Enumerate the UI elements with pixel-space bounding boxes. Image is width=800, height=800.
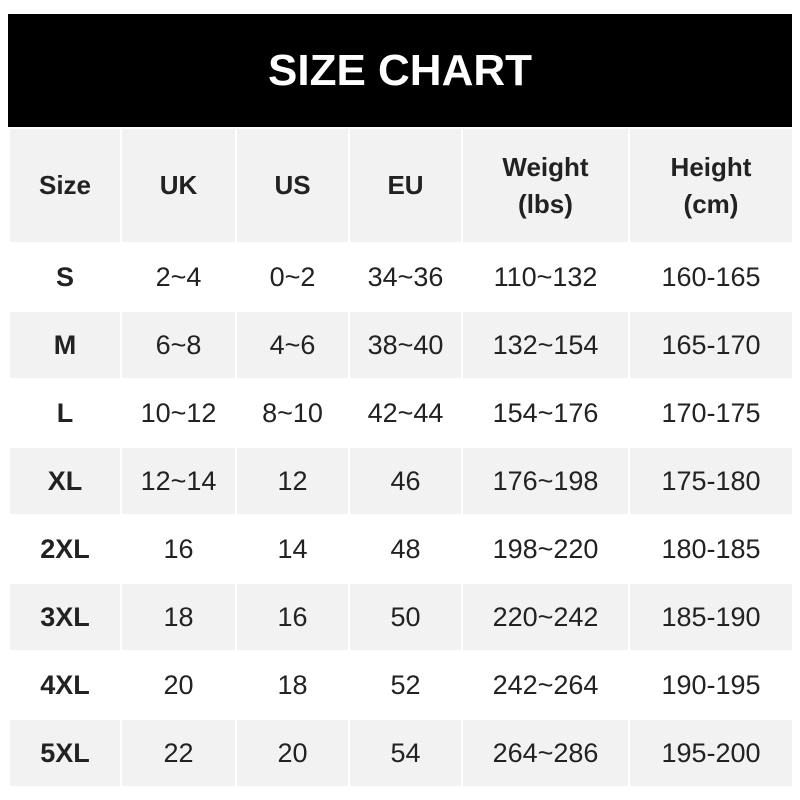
- table-cell: 8~10: [235, 378, 350, 448]
- table-row: M 6~8 4~6 38~40 132~154 165-170: [8, 310, 794, 380]
- table-cell: 160-165: [628, 242, 794, 312]
- chart-title: SIZE CHART: [8, 14, 792, 127]
- size-cell: M: [8, 310, 122, 380]
- table-cell: 10~12: [120, 378, 237, 448]
- size-cell: XL: [8, 446, 122, 516]
- table-cell: 185-190: [628, 582, 794, 652]
- column-header-line: Size: [38, 170, 92, 201]
- column-header: US: [235, 127, 350, 244]
- table-row: 4XL 20 18 52 242~264 190-195: [8, 650, 794, 720]
- column-header-line: Height: [670, 152, 752, 183]
- table-cell: 264~286: [461, 718, 630, 788]
- table-cell: 14: [235, 514, 350, 584]
- table-cell: 195-200: [628, 718, 794, 788]
- column-header-line: UK: [159, 170, 198, 201]
- table-cell: 22: [120, 718, 237, 788]
- table-row: 3XL 18 16 50 220~242 185-190: [8, 582, 794, 652]
- table-row: 2XL 16 14 48 198~220 180-185: [8, 514, 794, 584]
- column-header-line: (cm): [683, 188, 739, 219]
- table-cell: 12~14: [120, 446, 237, 516]
- table-cell: 165-170: [628, 310, 794, 380]
- size-cell: 4XL: [8, 650, 122, 720]
- table-cell: 34~36: [348, 242, 463, 312]
- table-cell: 132~154: [461, 310, 630, 380]
- column-header-line: EU: [387, 170, 424, 201]
- table-cell: 190-195: [628, 650, 794, 720]
- table-cell: 154~176: [461, 378, 630, 448]
- table-row: S 2~4 0~2 34~36 110~132 160-165: [8, 242, 794, 312]
- table-cell: 170-175: [628, 378, 794, 448]
- column-header: Height (cm): [628, 127, 794, 244]
- table-cell: 52: [348, 650, 463, 720]
- table-cell: 6~8: [120, 310, 237, 380]
- table-cell: 42~44: [348, 378, 463, 448]
- table-cell: 175-180: [628, 446, 794, 516]
- table-cell: 18: [120, 582, 237, 652]
- table-cell: 46: [348, 446, 463, 516]
- table-cell: 20: [120, 650, 237, 720]
- size-chart: SIZE CHART Size UK US EU Weight (lbs) Height (c…: [8, 14, 794, 788]
- table-cell: 110~132: [461, 242, 630, 312]
- table-cell: 50: [348, 582, 463, 652]
- table-cell: 180-185: [628, 514, 794, 584]
- size-cell: 3XL: [8, 582, 122, 652]
- table-row: XL 12~14 12 46 176~198 175-180: [8, 446, 794, 516]
- table-cell: 48: [348, 514, 463, 584]
- column-header: UK: [120, 127, 237, 244]
- table-cell: 12: [235, 446, 350, 516]
- table-row: 5XL 22 20 54 264~286 195-200: [8, 718, 794, 788]
- header-row: Size UK US EU Weight (lbs) Height (cm): [8, 127, 794, 244]
- table-cell: 0~2: [235, 242, 350, 312]
- column-header-line: Weight: [502, 152, 589, 183]
- size-cell: 5XL: [8, 718, 122, 788]
- table-cell: 198~220: [461, 514, 630, 584]
- size-cell: L: [8, 378, 122, 448]
- table-cell: 2~4: [120, 242, 237, 312]
- table-cell: 16: [235, 582, 350, 652]
- size-cell: 2XL: [8, 514, 122, 584]
- table-cell: 16: [120, 514, 237, 584]
- column-header: EU: [348, 127, 463, 244]
- column-header-line: US: [274, 170, 311, 201]
- column-header: Size: [8, 127, 122, 244]
- table-cell: 54: [348, 718, 463, 788]
- table-cell: 38~40: [348, 310, 463, 380]
- column-header-line: (lbs): [518, 188, 573, 219]
- table-cell: 220~242: [461, 582, 630, 652]
- size-cell: S: [8, 242, 122, 312]
- size-table: Size UK US EU Weight (lbs) Height (cm) S 2~4 0~2 3…: [8, 127, 794, 788]
- table-cell: 176~198: [461, 446, 630, 516]
- table-cell: 242~264: [461, 650, 630, 720]
- table-cell: 20: [235, 718, 350, 788]
- column-header: Weight (lbs): [461, 127, 630, 244]
- table-cell: 18: [235, 650, 350, 720]
- table-cell: 4~6: [235, 310, 350, 380]
- table-row: L 10~12 8~10 42~44 154~176 170-175: [8, 378, 794, 448]
